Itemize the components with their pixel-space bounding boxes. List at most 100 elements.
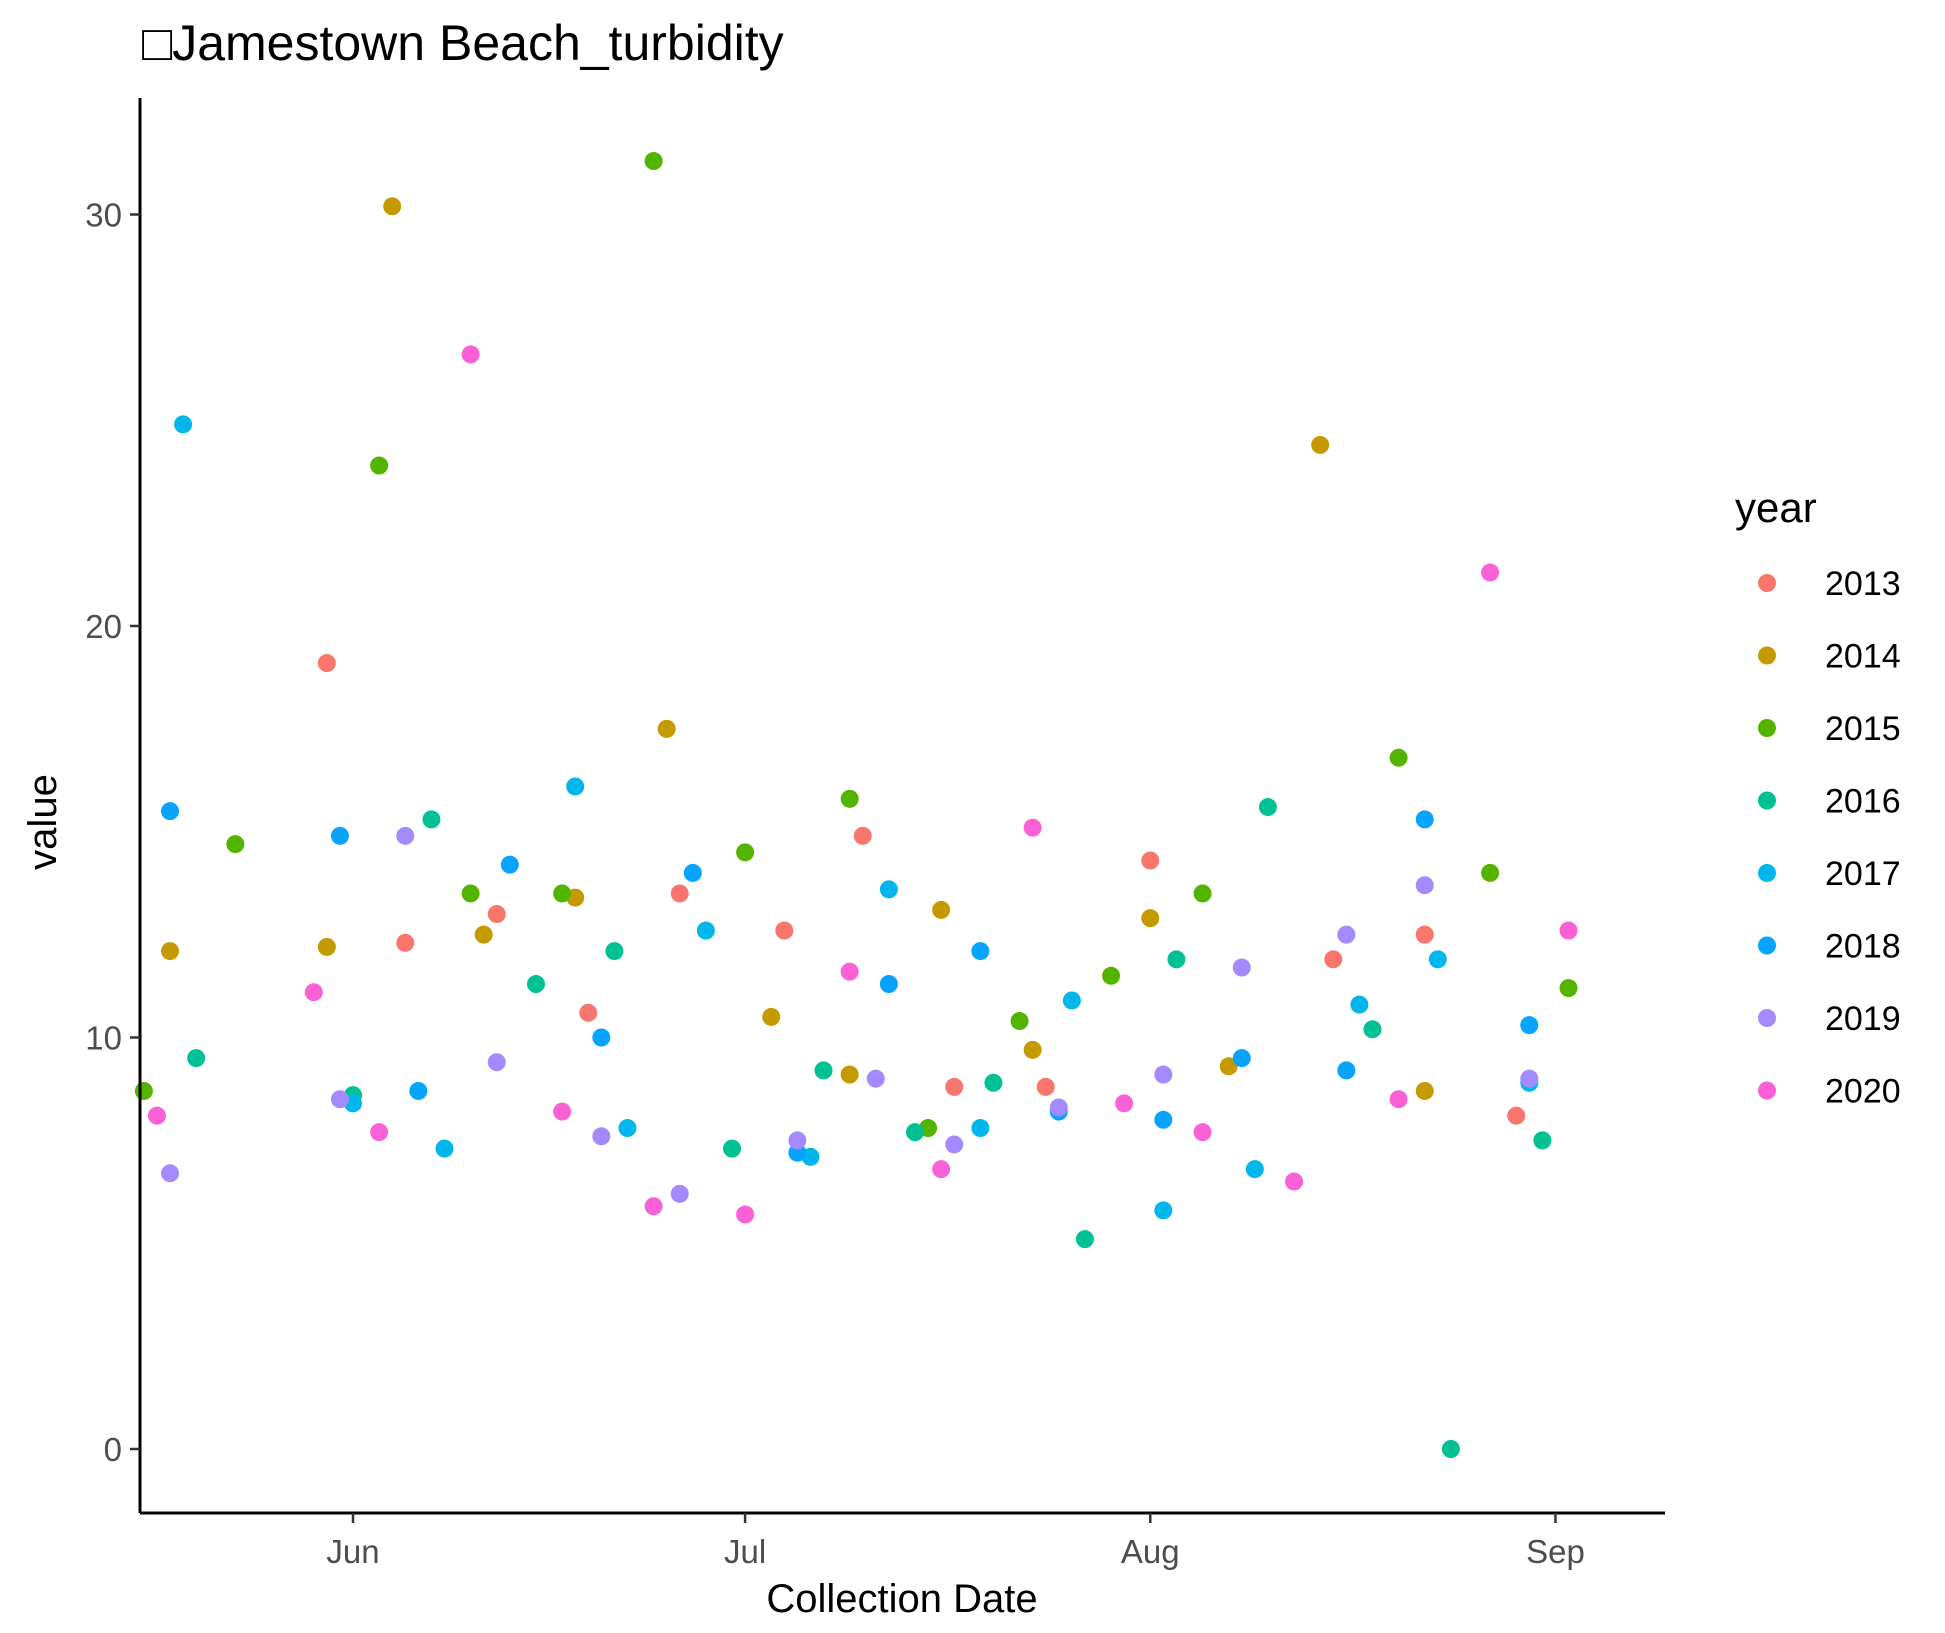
data-point bbox=[932, 900, 951, 919]
data-point bbox=[1389, 748, 1408, 767]
legend-label-2016: 2016 bbox=[1825, 783, 1901, 821]
legend-label-2019: 2019 bbox=[1825, 1000, 1901, 1038]
data-point bbox=[1481, 563, 1500, 582]
data-point bbox=[932, 1160, 951, 1179]
data-point bbox=[1232, 958, 1251, 977]
data-point bbox=[422, 810, 441, 829]
data-point bbox=[1415, 876, 1434, 895]
series-2015 bbox=[134, 152, 1578, 1138]
data-point bbox=[187, 1049, 206, 1068]
y-tick-label: 30 bbox=[85, 197, 122, 234]
data-point bbox=[866, 1069, 885, 1088]
data-point bbox=[1481, 863, 1500, 882]
legend-key-2017 bbox=[1758, 864, 1776, 882]
series-2016 bbox=[187, 798, 1552, 1458]
data-point bbox=[526, 975, 545, 994]
series-2019 bbox=[161, 826, 1539, 1203]
data-point bbox=[1010, 1012, 1029, 1031]
data-point bbox=[579, 1003, 598, 1022]
data-point bbox=[1415, 925, 1434, 944]
data-point bbox=[134, 1081, 153, 1100]
legend-key-2015 bbox=[1758, 719, 1776, 737]
data-point bbox=[788, 1131, 807, 1150]
y-tick-label: 0 bbox=[104, 1431, 122, 1468]
data-point bbox=[566, 777, 585, 796]
data-point bbox=[605, 942, 624, 961]
data-point bbox=[1363, 1020, 1382, 1039]
data-point bbox=[840, 789, 859, 808]
y-tick-label: 10 bbox=[85, 1020, 122, 1057]
data-point bbox=[644, 152, 663, 171]
data-point bbox=[317, 654, 336, 673]
legend-key-2014 bbox=[1758, 646, 1776, 665]
data-point bbox=[1507, 1106, 1526, 1125]
data-point bbox=[1023, 1040, 1042, 1059]
data-point bbox=[553, 1102, 572, 1121]
data-point bbox=[1533, 1131, 1552, 1150]
data-point bbox=[775, 921, 794, 940]
series-2013 bbox=[317, 654, 1526, 1125]
data-point bbox=[853, 826, 872, 845]
data-point bbox=[945, 1135, 964, 1154]
data-point bbox=[226, 835, 245, 854]
data-point bbox=[330, 826, 349, 845]
data-point bbox=[879, 975, 898, 994]
data-point bbox=[736, 1205, 755, 1224]
data-point bbox=[945, 1077, 964, 1096]
data-point bbox=[657, 719, 676, 738]
legend-label-2015: 2015 bbox=[1825, 710, 1901, 748]
data-point bbox=[304, 983, 323, 1002]
data-point bbox=[1245, 1160, 1264, 1179]
data-point bbox=[696, 921, 715, 940]
legend-label-2018: 2018 bbox=[1825, 928, 1901, 966]
data-point bbox=[723, 1139, 742, 1158]
data-point bbox=[1167, 950, 1186, 969]
data-point bbox=[370, 456, 389, 475]
data-point bbox=[1062, 991, 1081, 1010]
series-2017 bbox=[174, 415, 1539, 1220]
data-point bbox=[592, 1127, 611, 1146]
y-tick-label: 20 bbox=[85, 608, 122, 645]
legend-label-2014: 2014 bbox=[1825, 638, 1901, 676]
legend-label-2020: 2020 bbox=[1825, 1073, 1901, 1111]
data-point bbox=[1415, 1081, 1434, 1100]
data-point bbox=[161, 802, 180, 821]
data-point bbox=[1559, 979, 1578, 998]
data-point bbox=[1258, 798, 1277, 817]
data-point bbox=[879, 880, 898, 899]
data-point bbox=[618, 1119, 637, 1138]
data-point bbox=[644, 1197, 663, 1216]
data-point bbox=[330, 1090, 349, 1109]
legend-label-2013: 2013 bbox=[1825, 565, 1901, 603]
legend-key-2013 bbox=[1758, 574, 1776, 592]
data-point bbox=[1520, 1016, 1539, 1035]
x-axis: Jun Jul Aug Sep bbox=[326, 1513, 1585, 1570]
data-point bbox=[1141, 909, 1160, 928]
data-point bbox=[1350, 995, 1369, 1014]
data-point bbox=[317, 937, 336, 956]
x-axis-title: Collection Date bbox=[766, 1577, 1037, 1621]
legend-key-2018 bbox=[1758, 936, 1776, 955]
data-point bbox=[147, 1106, 166, 1125]
data-point bbox=[383, 197, 402, 216]
data-point bbox=[1154, 1065, 1173, 1084]
x-tick-label: Aug bbox=[1121, 1533, 1180, 1570]
data-point bbox=[971, 942, 990, 961]
data-point bbox=[1285, 1172, 1304, 1191]
data-point bbox=[840, 1065, 859, 1084]
data-point bbox=[683, 863, 702, 882]
data-point bbox=[670, 884, 689, 903]
data-point bbox=[1141, 851, 1160, 870]
data-point bbox=[1441, 1440, 1460, 1458]
y-axis: 0 10 20 30 bbox=[85, 197, 140, 1468]
x-tick-label: Jun bbox=[326, 1533, 379, 1570]
data-point bbox=[971, 1119, 990, 1138]
data-point bbox=[1324, 950, 1343, 969]
x-tick-label: Jul bbox=[724, 1533, 766, 1570]
data-point bbox=[984, 1073, 1003, 1092]
data-point bbox=[461, 345, 480, 364]
data-point bbox=[1154, 1201, 1173, 1220]
legend-title: year bbox=[1735, 484, 1817, 531]
data-point bbox=[840, 962, 859, 981]
data-point bbox=[1075, 1230, 1094, 1249]
